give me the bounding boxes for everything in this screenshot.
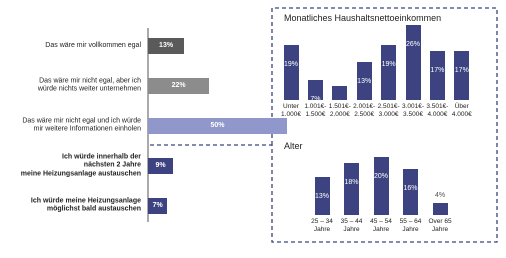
value-label: 50% bbox=[210, 121, 225, 129]
category-label: 3.501€- 4.000€ bbox=[426, 103, 449, 118]
bar bbox=[148, 78, 210, 94]
bar bbox=[148, 38, 185, 54]
value-label: 16% bbox=[403, 184, 418, 192]
bar bbox=[148, 118, 287, 134]
category-label: 1.501€- 2.000€ bbox=[328, 103, 351, 118]
value-label: 13% bbox=[159, 41, 174, 49]
dashed-frame bbox=[150, 7, 498, 243]
value-label: 19% bbox=[283, 60, 299, 68]
bar bbox=[403, 168, 418, 215]
bar bbox=[148, 158, 174, 174]
value-label: 20% bbox=[373, 172, 389, 180]
bar bbox=[344, 162, 359, 215]
category-label: 2.501€- 3.000€ bbox=[377, 103, 400, 118]
value-label: 18% bbox=[344, 178, 359, 186]
value-label: 17% bbox=[454, 66, 469, 74]
category-label: 1.001€- 1.500€ bbox=[304, 103, 327, 118]
category-label: Das wäre mir nicht egal und ich würde mi… bbox=[22, 117, 141, 133]
value-label: 4% bbox=[434, 192, 446, 200]
value-label: 9% bbox=[155, 161, 166, 169]
value-label: 19% bbox=[381, 60, 396, 68]
chart-title: Alter bbox=[284, 141, 303, 151]
bar bbox=[283, 44, 299, 100]
category-label: 45 – 54 Jahre bbox=[370, 218, 392, 233]
category-label: 25 – 34 Jahre bbox=[311, 218, 333, 233]
bar bbox=[429, 50, 445, 100]
value-label: 22% bbox=[171, 81, 186, 89]
bar bbox=[381, 44, 397, 100]
bar bbox=[332, 85, 348, 100]
category-label: Ich würde meine Heizungsanlage möglichst… bbox=[30, 197, 141, 213]
bar bbox=[356, 62, 372, 100]
category-label: Ich würde innerhalb der nächsten 2 Jahre… bbox=[20, 153, 141, 178]
value-label: 5% bbox=[334, 101, 345, 109]
value-label: 7% bbox=[152, 201, 163, 209]
bar bbox=[373, 157, 389, 215]
category-label: Das wäre mir vollkommen egal bbox=[45, 41, 141, 49]
bar bbox=[314, 177, 330, 215]
bar bbox=[307, 79, 323, 100]
bar bbox=[405, 24, 421, 100]
value-label: 13% bbox=[357, 78, 372, 86]
category-label: 55 – 64 Jahre bbox=[399, 218, 422, 233]
category-label: Unter 1.000€ bbox=[281, 103, 301, 118]
bar bbox=[454, 50, 470, 100]
category-label: Über 4.000€ bbox=[451, 103, 472, 118]
category-label: 35 – 44 Jahre bbox=[340, 218, 363, 233]
value-label: 26% bbox=[405, 40, 421, 48]
category-label: Das wäre mir nicht egal, aber ich würde … bbox=[37, 77, 141, 93]
value-label: 17% bbox=[430, 66, 445, 74]
category-label: 3.001€- 3.500€ bbox=[401, 103, 425, 118]
category-label: 2.001€- 2.500€ bbox=[353, 103, 376, 118]
value-label: 7% bbox=[310, 95, 321, 103]
chart-title: Monatliches Haushaltsnettoeinkommen bbox=[284, 13, 442, 23]
bar bbox=[432, 203, 448, 215]
category-label: Over 65 Jahre bbox=[428, 218, 452, 233]
value-label: 13% bbox=[314, 193, 330, 201]
bar bbox=[148, 198, 168, 214]
